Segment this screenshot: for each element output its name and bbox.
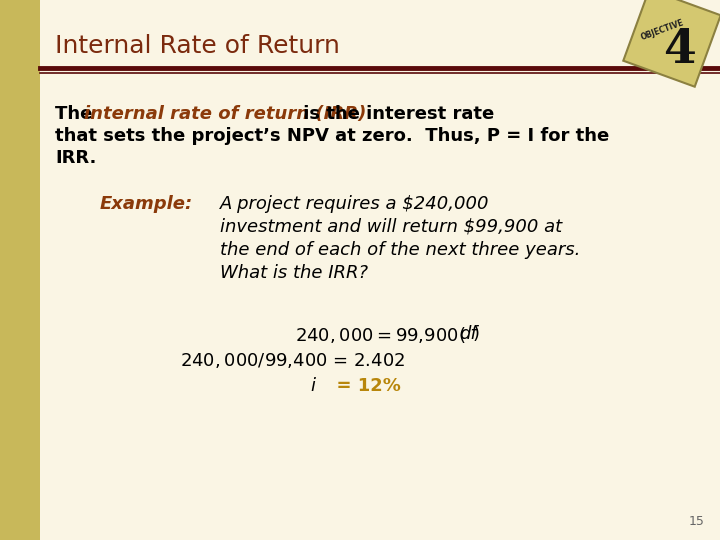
Text: 15: 15: [689, 515, 705, 528]
Text: $240,000 = $99,900(: $240,000 = $99,900(: [295, 325, 466, 345]
Text: The: The: [55, 105, 99, 123]
Text: investment and will return $99,900 at: investment and will return $99,900 at: [220, 218, 562, 236]
Text: = 12%: = 12%: [324, 377, 401, 395]
Text: 4: 4: [664, 27, 696, 73]
Text: i: i: [310, 377, 315, 395]
Text: internal rate of return (IRR): internal rate of return (IRR): [84, 105, 366, 123]
Text: What is the IRR?: What is the IRR?: [220, 264, 368, 282]
Text: that sets the project’s NPV at zero.  Thus, P = I for the: that sets the project’s NPV at zero. Thu…: [55, 127, 609, 145]
Text: OBJECTIVE: OBJECTIVE: [639, 18, 685, 42]
Text: IRR.: IRR.: [55, 149, 96, 167]
Text: Internal Rate of Return: Internal Rate of Return: [55, 34, 340, 58]
Text: the end of each of the next three years.: the end of each of the next three years.: [220, 241, 580, 259]
Bar: [0, 0, 40, 540]
Text: is the interest rate: is the interest rate: [297, 105, 494, 123]
Text: ): ): [473, 325, 480, 343]
Text: $240,000 / $99,400 = 2.402: $240,000 / $99,400 = 2.402: [180, 351, 405, 370]
Polygon shape: [624, 0, 720, 87]
Text: Example:: Example:: [100, 195, 193, 213]
Text: A project requires a $240,000: A project requires a $240,000: [220, 195, 490, 213]
Text: df: df: [459, 325, 477, 343]
